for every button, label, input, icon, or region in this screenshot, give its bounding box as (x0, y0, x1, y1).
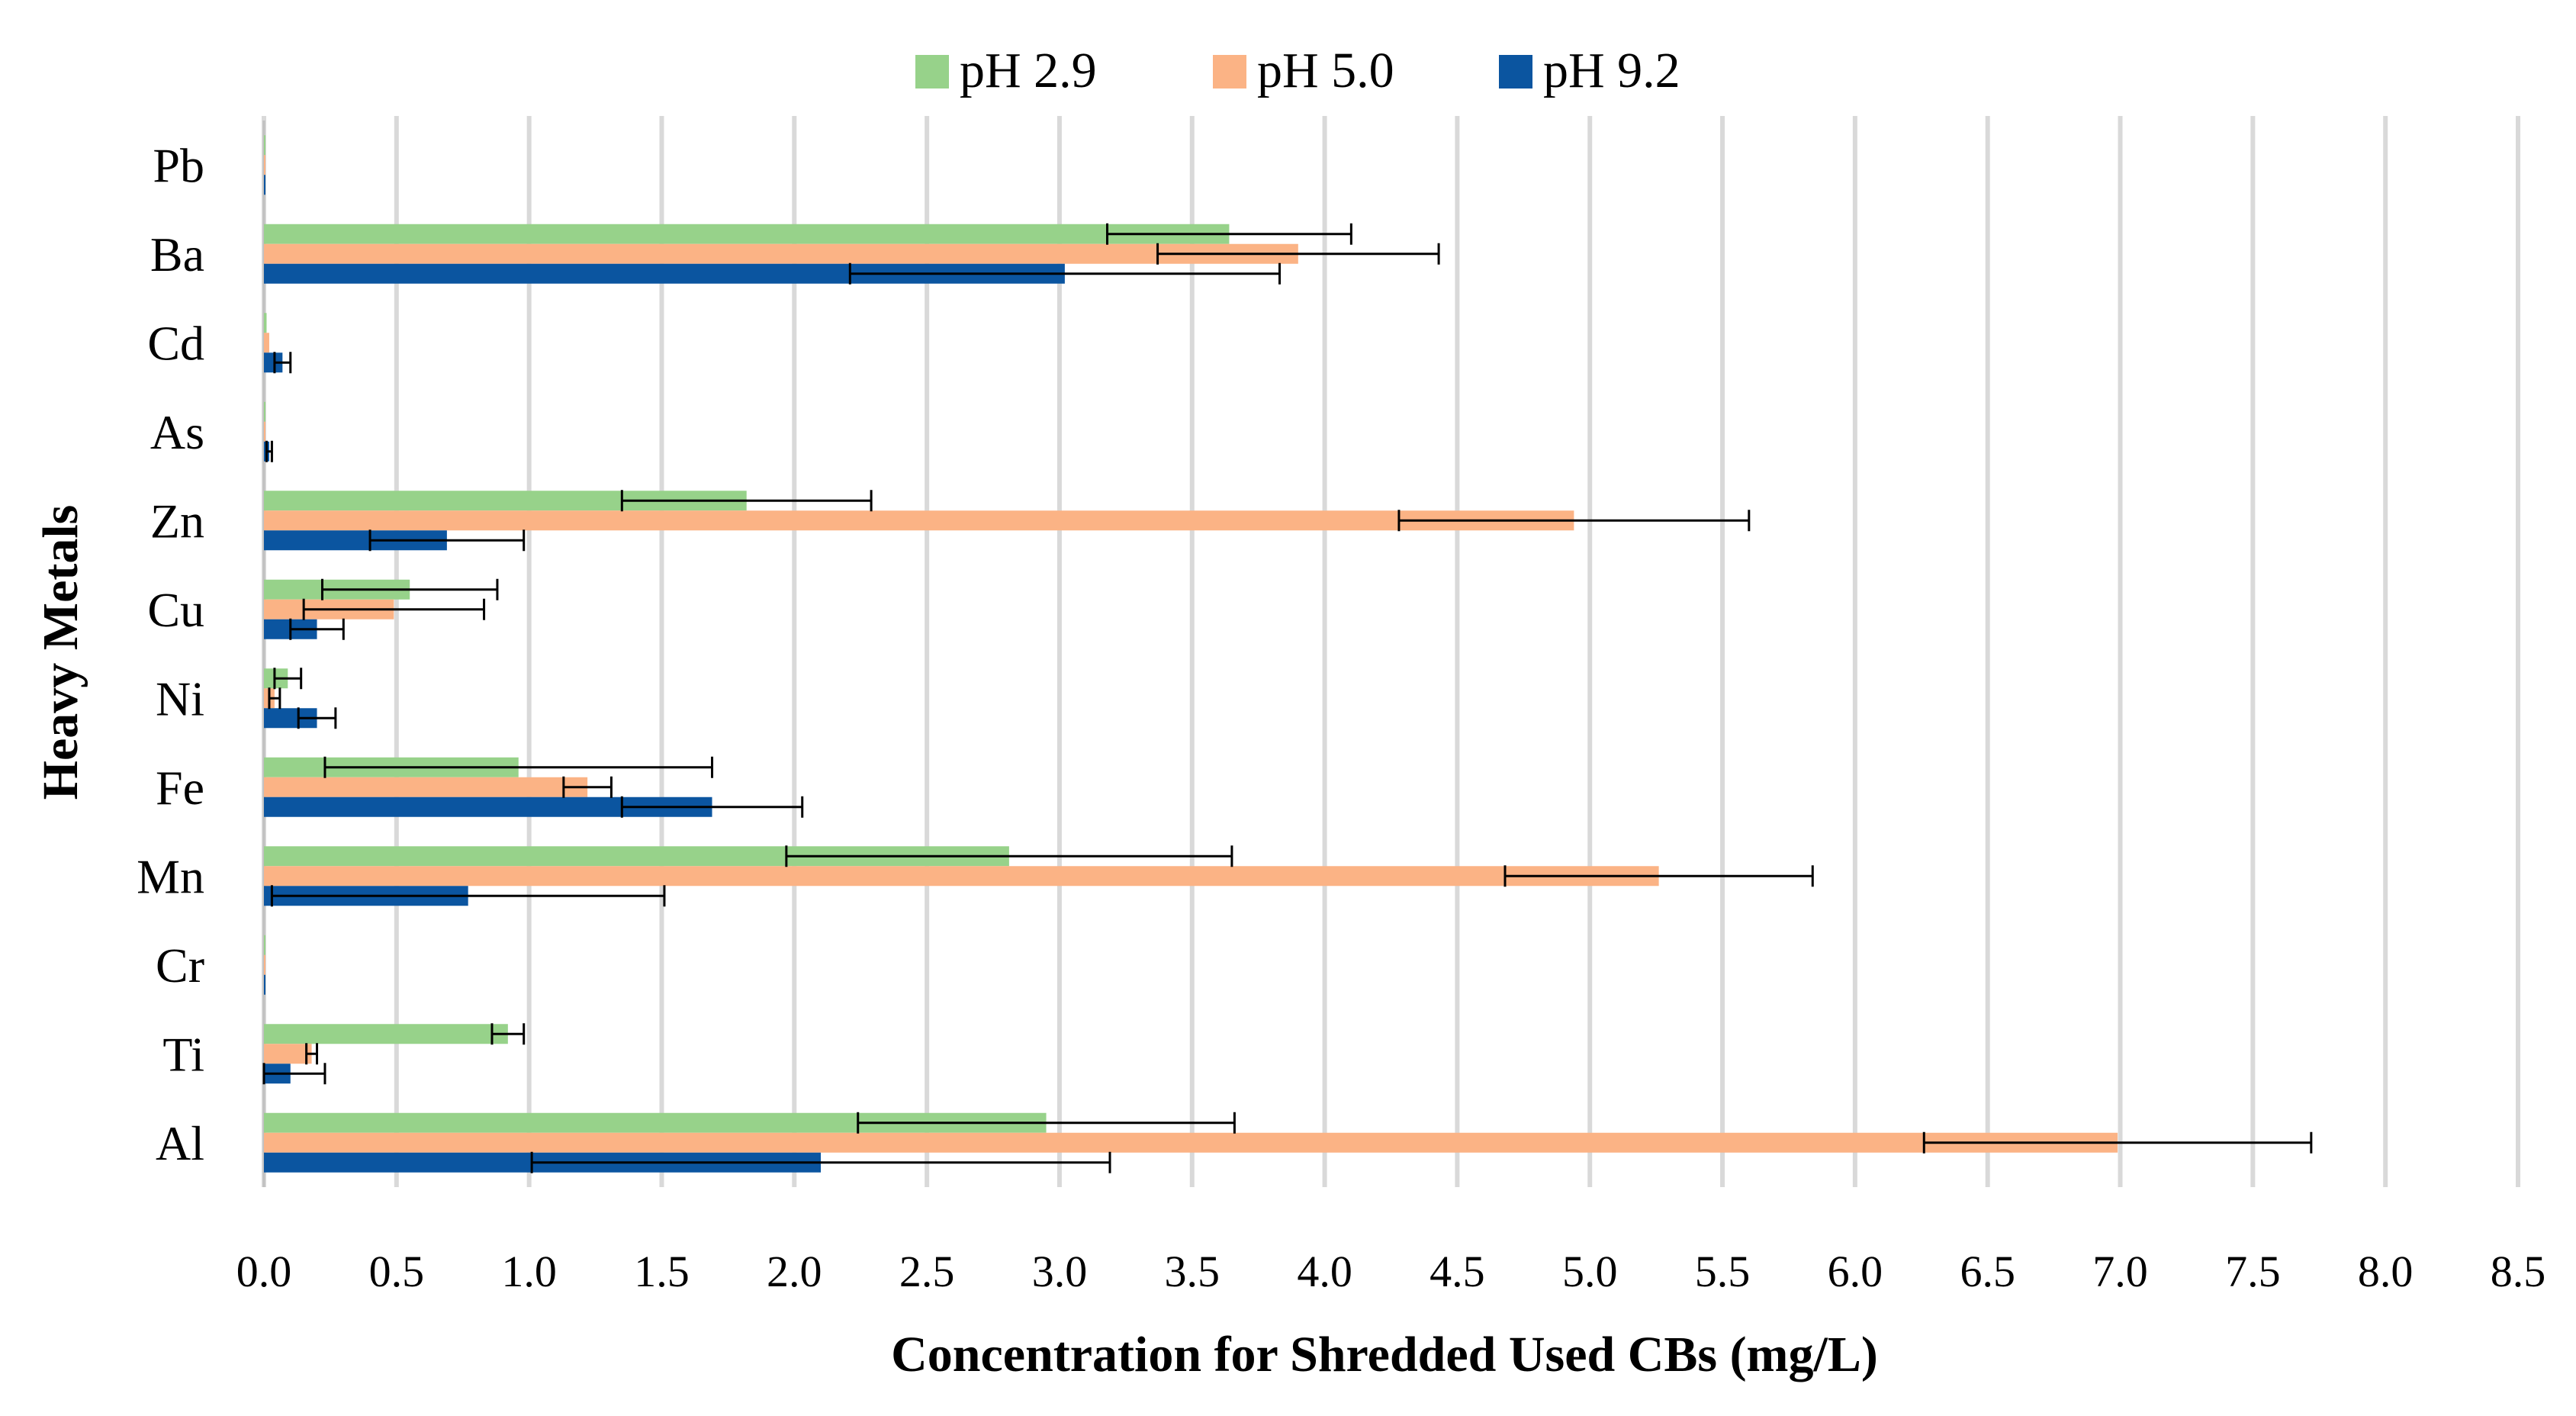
category-label: Fe (156, 761, 204, 815)
error-bar (323, 756, 714, 778)
bar (264, 935, 265, 955)
error-bar (265, 440, 273, 462)
error-bar (785, 845, 1233, 867)
x-tick-label: 4.5 (1430, 1247, 1485, 1296)
category-label: Al (156, 1116, 204, 1170)
error-bar (620, 796, 804, 818)
bar (264, 155, 265, 175)
error-bar (302, 598, 486, 620)
error-bars (262, 223, 2313, 1173)
error-bar (1397, 510, 1751, 532)
legend-swatch (915, 55, 949, 88)
x-tick-label: 0.0 (236, 1247, 292, 1296)
bar (264, 1024, 508, 1044)
gridlines (262, 116, 2520, 1187)
bar (264, 1044, 312, 1064)
bar (264, 333, 269, 353)
x-tick-label: 3.0 (1032, 1247, 1088, 1296)
x-tick-label: 0.5 (369, 1247, 425, 1296)
bar (264, 243, 1298, 264)
x-tick-label: 5.0 (1562, 1247, 1618, 1296)
x-tick-label: 6.0 (1828, 1247, 1883, 1296)
error-bar (1503, 865, 1814, 887)
category-label: Cr (156, 938, 204, 993)
error-bar (289, 618, 345, 640)
bar (264, 313, 267, 333)
x-tick-label: 3.5 (1165, 1247, 1220, 1296)
category-label: Zn (150, 494, 204, 548)
error-bar (268, 687, 281, 710)
legend: pH 2.9 pH 5.0 pH 9.2 (915, 43, 1680, 98)
x-tick-label: 1.5 (634, 1247, 690, 1296)
bar (264, 974, 265, 995)
category-labels: Pb Ba Cd As Zn Cu Ni Fe Mn Cr Ti Al (137, 138, 204, 1170)
x-tick-label: 8.0 (2358, 1247, 2414, 1296)
x-tick-label: 2.5 (899, 1247, 955, 1296)
error-bar (620, 490, 873, 512)
y-axis-title: Heavy Metals (33, 505, 88, 800)
error-bar (305, 1043, 319, 1065)
x-tick-label: 1.0 (501, 1247, 557, 1296)
bar (264, 401, 265, 422)
error-bar (297, 707, 337, 729)
legend-item: pH 5.0 (1213, 43, 1394, 98)
bar (264, 135, 265, 156)
category-label: Pb (153, 138, 204, 192)
error-bar (273, 668, 303, 690)
category-label: Cu (147, 583, 204, 637)
x-tick-labels: 0.0 0.5 1.0 1.5 2.0 2.5 3.0 3.5 4.0 4.5 5.0 5.5 6.0 6… (236, 1247, 2546, 1296)
category-label: As (150, 405, 204, 459)
category-label: Mn (137, 849, 204, 903)
error-bar (270, 885, 666, 907)
error-bar (562, 776, 613, 798)
bar (264, 866, 1659, 887)
error-bar (530, 1151, 1111, 1173)
x-tick-label: 4.0 (1297, 1247, 1352, 1296)
bar (264, 1132, 2118, 1153)
error-bar (320, 578, 499, 600)
bar (264, 777, 588, 797)
error-bar (1156, 243, 1440, 265)
category-label: Ni (156, 671, 204, 726)
error-bar (368, 529, 526, 552)
error-bar (262, 1063, 326, 1085)
legend-swatch (1213, 55, 1246, 88)
error-bar (1106, 223, 1352, 245)
legend-swatch (1499, 55, 1532, 88)
bar (264, 510, 1574, 531)
legend-label: pH 2.9 (960, 43, 1097, 98)
x-tick-label: 5.5 (1695, 1247, 1751, 1296)
error-bar (273, 352, 292, 374)
error-bar (1922, 1131, 2313, 1154)
x-tick-label: 2.0 (767, 1247, 822, 1296)
x-axis-title: Concentration for Shredded Used CBs (mg/… (891, 1327, 1878, 1382)
error-bar (848, 262, 1281, 285)
category-label: Cd (147, 316, 204, 370)
bar (264, 224, 1230, 244)
error-bar (490, 1023, 526, 1045)
x-tick-label: 6.5 (1960, 1247, 2015, 1296)
legend-label: pH 9.2 (1543, 43, 1680, 98)
x-tick-label: 7.0 (2092, 1247, 2148, 1296)
legend-label: pH 5.0 (1257, 43, 1394, 98)
category-label: Ti (162, 1027, 204, 1081)
legend-item: pH 2.9 (915, 43, 1097, 98)
bar (264, 175, 265, 195)
legend-item: pH 9.2 (1499, 43, 1680, 98)
category-label: Ba (150, 227, 204, 282)
error-bar (857, 1112, 1236, 1134)
bar (264, 421, 265, 442)
x-tick-label: 8.5 (2491, 1247, 2546, 1296)
x-tick-label: 7.5 (2225, 1247, 2281, 1296)
bar (264, 954, 265, 975)
